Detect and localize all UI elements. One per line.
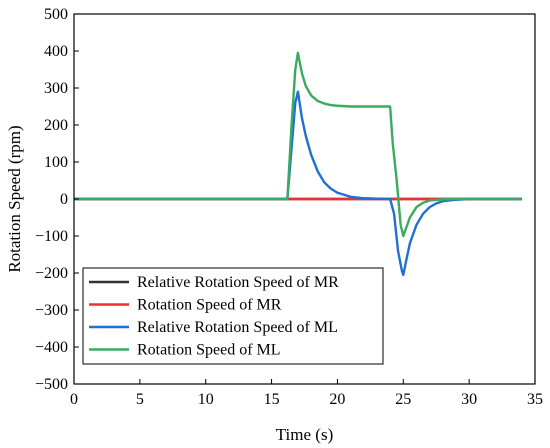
y-axis-title: Rotation Speed (rpm) (5, 125, 24, 272)
legend-label: Relative Rotation Speed of MR (137, 274, 339, 291)
x-tick-label: 25 (395, 391, 411, 408)
x-tick-label: 0 (70, 391, 78, 408)
legend: Relative Rotation Speed of MR Rotation Sp… (82, 267, 384, 365)
plot-lines (74, 51, 522, 277)
y-tick-label: −400 (35, 339, 68, 356)
y-tick-label: −100 (35, 228, 68, 245)
x-tick-label: 5 (136, 391, 144, 408)
y-axis-ticks: −500 −400 −300 −200 −100 0 100 200 300 400 500 (35, 6, 79, 393)
y-tick-label: 200 (44, 117, 68, 134)
x-tick-label: 35 (527, 391, 543, 408)
y-tick-label: −200 (35, 265, 68, 282)
y-tick-label: −500 (35, 376, 68, 393)
x-axis-title: Time (s) (276, 425, 333, 444)
legend-box (82, 267, 384, 365)
legend-label: Relative Rotation Speed of ML (137, 319, 338, 336)
y-tick-label: −300 (35, 302, 68, 319)
y-tick-label: 0 (60, 191, 68, 208)
y-tick-label: 100 (44, 154, 68, 171)
x-tick-label: 20 (329, 391, 345, 408)
legend-label: Rotation Speed of MR (137, 297, 282, 314)
x-tick-label: 15 (264, 391, 280, 408)
series-line-3 (74, 90, 522, 277)
y-tick-label: 300 (44, 80, 68, 97)
x-tick-label: 10 (198, 391, 214, 408)
x-axis-ticks: 0 5 10 15 20 25 30 35 (70, 379, 543, 408)
legend-label: Rotation Speed of ML (137, 342, 281, 359)
y-tick-label: 400 (44, 43, 68, 60)
series-line-4 (74, 51, 522, 238)
x-tick-label: 30 (461, 391, 477, 408)
y-tick-label: 500 (44, 6, 68, 23)
